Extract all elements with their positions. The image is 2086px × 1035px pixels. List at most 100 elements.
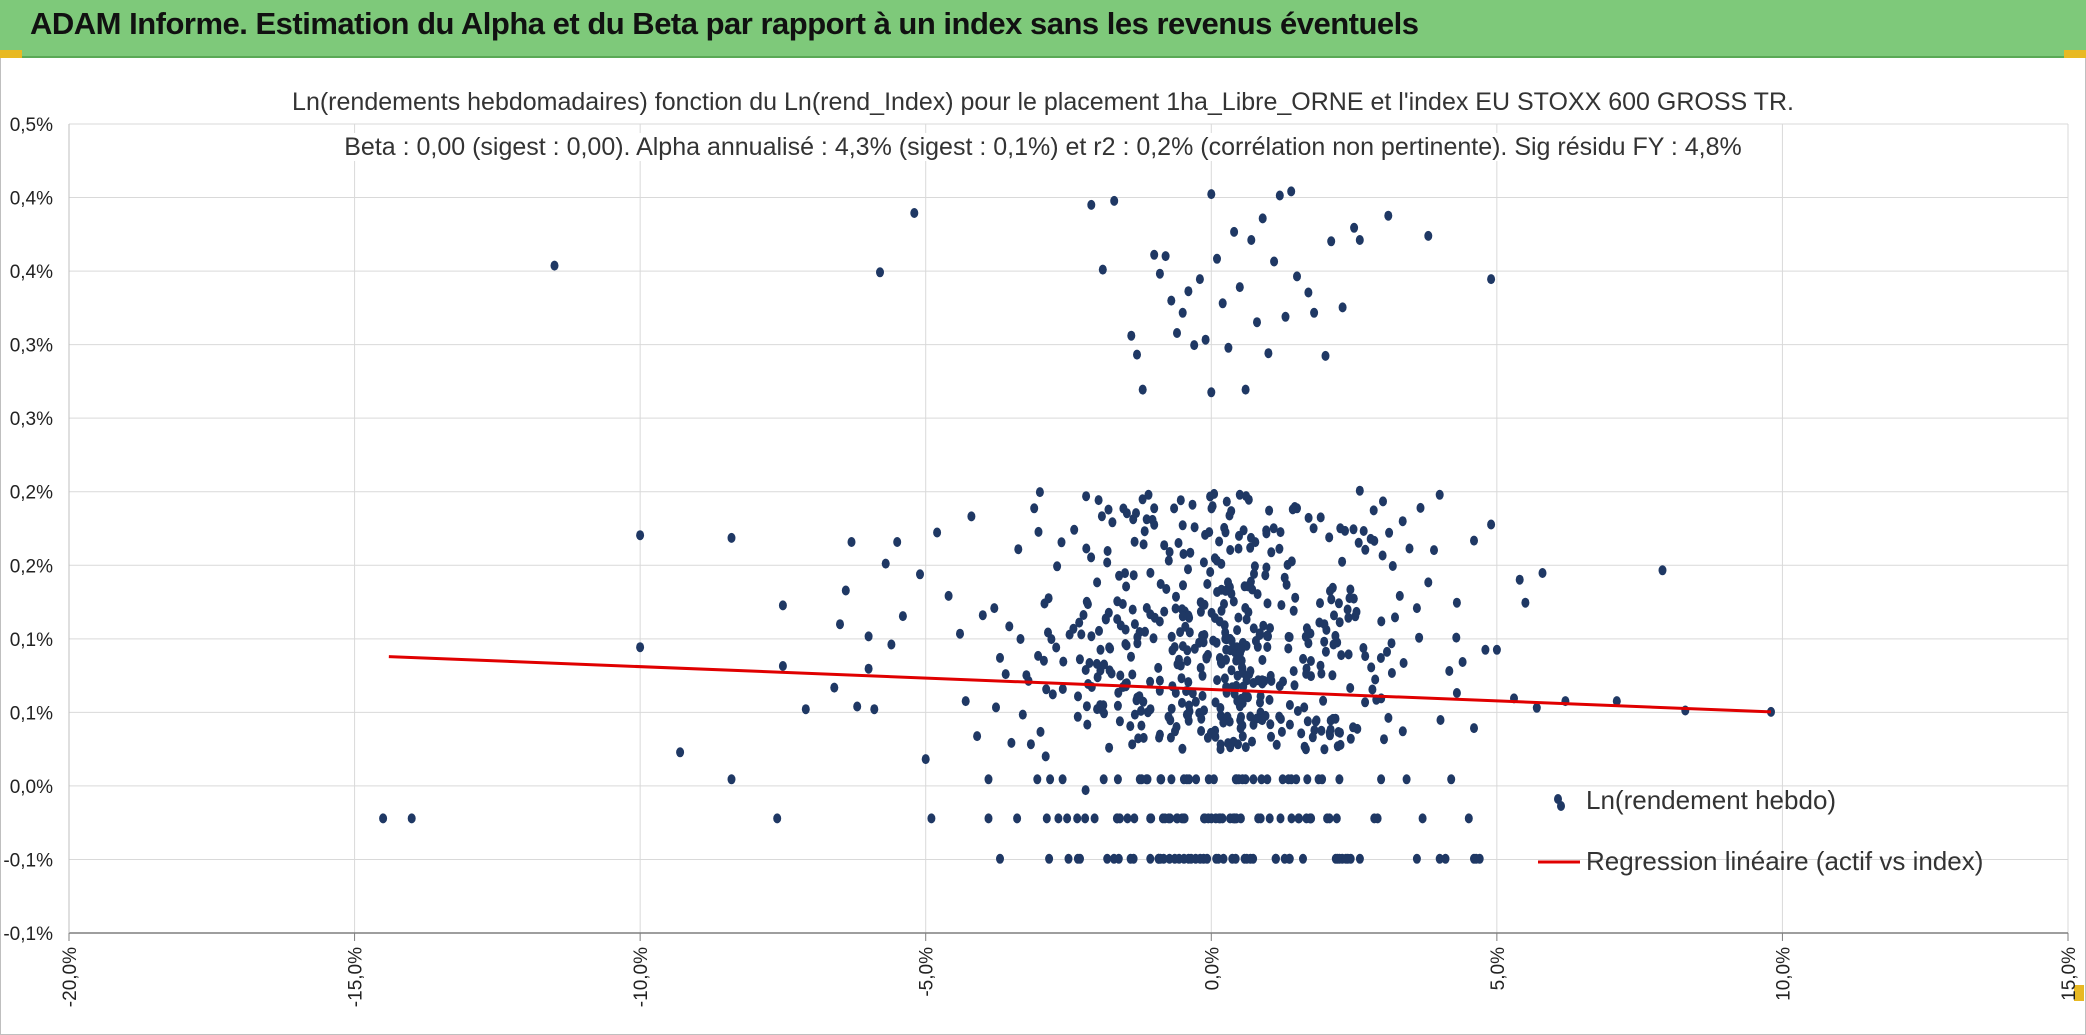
data-point bbox=[1231, 774, 1240, 785]
data-point bbox=[836, 619, 844, 630]
data-point bbox=[1179, 580, 1187, 591]
data-point bbox=[1352, 606, 1361, 617]
data-point bbox=[1270, 256, 1279, 267]
data-point bbox=[1265, 813, 1274, 824]
data-point bbox=[1332, 813, 1341, 824]
data-point bbox=[1105, 665, 1114, 676]
data-point bbox=[1113, 700, 1122, 711]
data-point bbox=[830, 682, 839, 693]
data-point bbox=[1452, 632, 1461, 643]
data-point bbox=[1164, 555, 1173, 566]
data-point bbox=[1229, 596, 1238, 607]
data-point bbox=[1361, 651, 1370, 662]
data-point bbox=[1127, 330, 1136, 341]
data-point bbox=[1295, 813, 1303, 824]
data-point bbox=[1074, 691, 1082, 702]
data-point bbox=[1076, 853, 1084, 864]
data-point bbox=[1191, 853, 1200, 864]
data-point bbox=[1121, 639, 1130, 649]
data-point bbox=[1354, 537, 1363, 548]
data-point bbox=[1018, 709, 1027, 720]
data-point bbox=[550, 260, 559, 271]
data-point bbox=[1293, 706, 1302, 716]
data-point bbox=[1179, 813, 1188, 824]
data-point bbox=[1130, 536, 1139, 547]
data-point bbox=[1138, 494, 1147, 505]
data-point bbox=[1135, 774, 1144, 785]
data-point bbox=[1172, 722, 1181, 732]
data-point bbox=[1239, 681, 1248, 692]
data-point bbox=[1238, 667, 1247, 678]
data-point bbox=[887, 639, 896, 650]
data-point bbox=[1235, 489, 1244, 500]
data-point bbox=[1344, 612, 1353, 623]
data-point bbox=[1128, 669, 1137, 680]
data-point bbox=[1458, 657, 1467, 667]
data-point bbox=[1234, 543, 1243, 554]
data-point bbox=[1044, 593, 1053, 604]
y-axis-tick-labels: -0,1% -0,1% 0,0% 0,1% 0,1% 0,2% 0,2% 0,3% 0,3% 0,… bbox=[3, 115, 53, 945]
data-point bbox=[1202, 653, 1211, 664]
data-point bbox=[1377, 616, 1386, 627]
data-point bbox=[1226, 742, 1235, 753]
regression-series bbox=[388, 655, 1772, 714]
data-point bbox=[1190, 643, 1199, 654]
legend: Ln(rendement hebdo) Regression linéaire … bbox=[1538, 785, 1983, 876]
data-point bbox=[1166, 715, 1175, 726]
data-point bbox=[1337, 650, 1346, 661]
data-point bbox=[1277, 600, 1286, 611]
data-point bbox=[1171, 687, 1180, 698]
data-point bbox=[1113, 596, 1122, 607]
data-point bbox=[1288, 504, 1297, 515]
data-point bbox=[1335, 774, 1344, 785]
data-point bbox=[1226, 545, 1235, 555]
data-point bbox=[1261, 570, 1270, 581]
data-point bbox=[1110, 195, 1119, 206]
data-point bbox=[1155, 268, 1164, 279]
data-point bbox=[1154, 853, 1163, 864]
data-point bbox=[1276, 813, 1285, 824]
data-point bbox=[1236, 813, 1245, 824]
data-point bbox=[1103, 853, 1112, 864]
data-point bbox=[1203, 853, 1212, 864]
data-point bbox=[1359, 526, 1368, 536]
data-point bbox=[1532, 702, 1541, 713]
data-point bbox=[801, 704, 810, 715]
data-point bbox=[1016, 634, 1025, 644]
data-point bbox=[1044, 627, 1052, 638]
data-point bbox=[1316, 512, 1325, 523]
data-point bbox=[1320, 744, 1329, 755]
data-point bbox=[1104, 504, 1113, 515]
data-point bbox=[1355, 485, 1364, 496]
data-point bbox=[1200, 813, 1209, 824]
data-point bbox=[933, 527, 942, 538]
data-point bbox=[1435, 853, 1444, 864]
data-point bbox=[1321, 350, 1330, 361]
data-point bbox=[1377, 774, 1386, 785]
data-point bbox=[1350, 222, 1359, 233]
data-point bbox=[1198, 690, 1207, 701]
data-point bbox=[910, 208, 919, 218]
data-point bbox=[1258, 655, 1267, 665]
data-point bbox=[1317, 668, 1326, 679]
data-point bbox=[1212, 853, 1221, 864]
data-point bbox=[1310, 725, 1319, 736]
data-point bbox=[1148, 514, 1157, 525]
data-point bbox=[1242, 853, 1251, 864]
data-point bbox=[1195, 274, 1204, 285]
data-point bbox=[1142, 603, 1151, 613]
scatter-series bbox=[379, 186, 1775, 864]
data-point bbox=[1254, 813, 1263, 824]
data-point bbox=[1402, 774, 1411, 785]
data-point bbox=[1387, 668, 1396, 678]
data-point bbox=[1334, 598, 1343, 609]
data-point bbox=[990, 603, 999, 614]
data-point bbox=[1201, 529, 1210, 540]
data-point bbox=[1165, 547, 1174, 557]
data-point bbox=[1082, 596, 1091, 607]
data-point bbox=[1285, 700, 1294, 710]
x-tick-label: -10,0% bbox=[631, 947, 652, 1007]
data-point bbox=[1447, 774, 1456, 785]
data-point bbox=[1261, 710, 1270, 721]
data-point bbox=[1315, 617, 1324, 628]
